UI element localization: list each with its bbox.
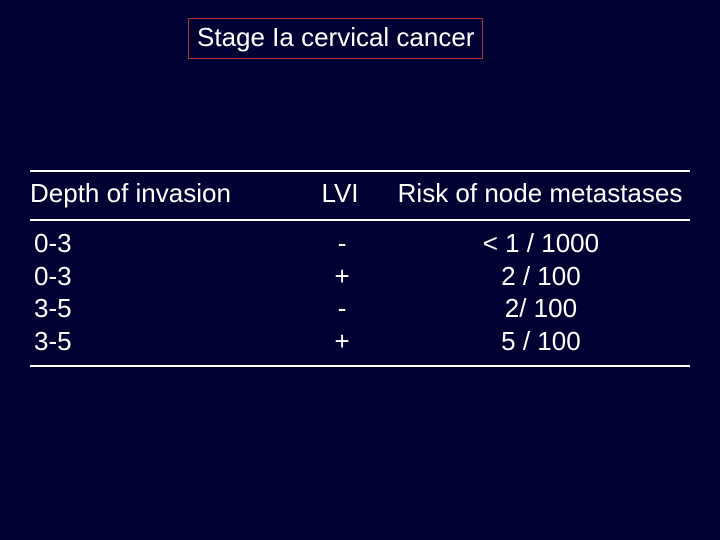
cell-risk: 2/ 100 (392, 292, 690, 325)
cell-risk: 2 / 100 (392, 260, 690, 293)
cell-risk: < 1 / 1000 (392, 227, 690, 260)
table-row: 0-3 - < 1 / 1000 (30, 227, 690, 260)
col-header-risk: Risk of node metastases (390, 178, 690, 209)
table-row: 3-5 + 5 / 100 (30, 325, 690, 358)
table-body: 0-3 - < 1 / 1000 0-3 + 2 / 100 3-5 - 2/ … (30, 221, 690, 365)
rule-bottom (30, 365, 690, 367)
cell-lvi: - (292, 227, 391, 260)
cell-depth: 0-3 (30, 227, 292, 260)
cell-depth: 3-5 (30, 325, 292, 358)
slide: Stage Ia cervical cancer Depth of invasi… (0, 0, 720, 540)
slide-title: Stage Ia cervical cancer (197, 22, 474, 52)
data-table: Depth of invasion LVI Risk of node metas… (30, 170, 690, 367)
cell-lvi: + (292, 260, 391, 293)
col-header-depth: Depth of invasion (30, 178, 290, 209)
cell-depth: 3-5 (30, 292, 292, 325)
table-header-row: Depth of invasion LVI Risk of node metas… (30, 172, 690, 219)
cell-lvi: + (292, 325, 391, 358)
col-header-lvi: LVI (290, 178, 390, 209)
cell-lvi: - (292, 292, 391, 325)
cell-depth: 0-3 (30, 260, 292, 293)
table-row: 0-3 + 2 / 100 (30, 260, 690, 293)
cell-risk: 5 / 100 (392, 325, 690, 358)
table-row: 3-5 - 2/ 100 (30, 292, 690, 325)
title-box: Stage Ia cervical cancer (188, 18, 483, 59)
